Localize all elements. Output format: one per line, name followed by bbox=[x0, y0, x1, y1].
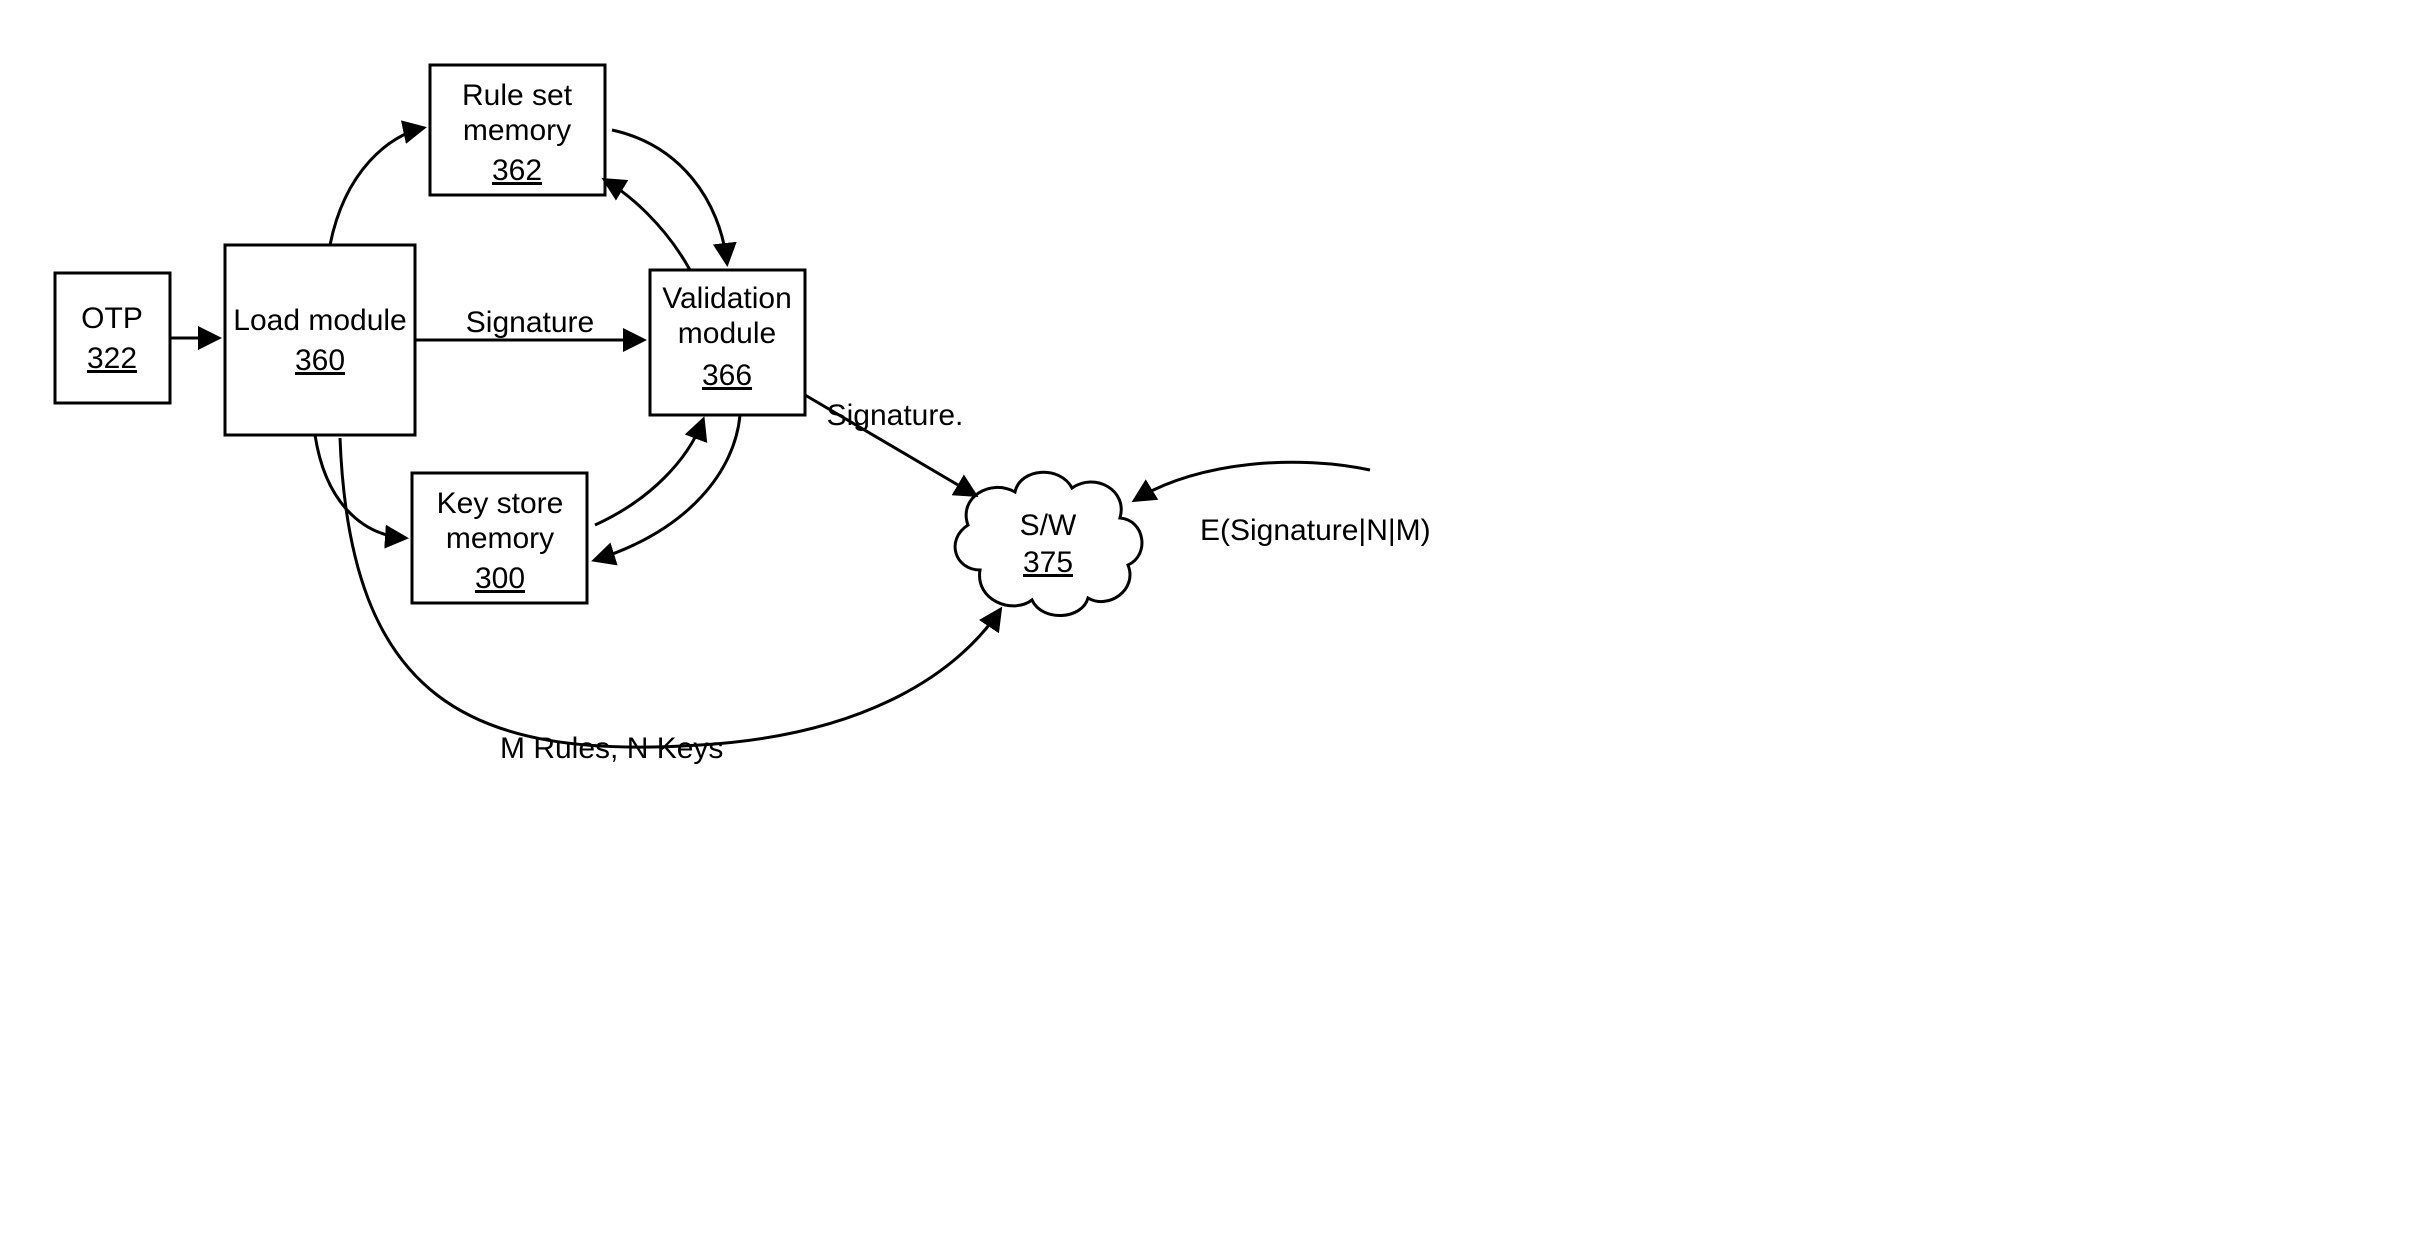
edge-external-sw-label: E(Signature|N|M) bbox=[1200, 514, 1431, 547]
edge-load-validation-label: Signature bbox=[466, 306, 594, 339]
edge-load-keystore bbox=[315, 435, 405, 538]
node-ruleset-ref: 362 bbox=[492, 154, 542, 187]
node-otp-label: OTP bbox=[81, 302, 143, 335]
node-validation-ref: 366 bbox=[702, 359, 752, 392]
node-sw-label: S/W bbox=[1020, 509, 1077, 542]
node-keystore-label-l2: memory bbox=[446, 522, 554, 555]
node-keystore: Key store memory 300 bbox=[412, 473, 587, 603]
node-otp: OTP 322 bbox=[55, 273, 170, 403]
node-load: Load module 360 bbox=[225, 245, 415, 435]
edge-load-sw-label: M Rules, N Keys bbox=[500, 732, 723, 765]
edge-load-ruleset bbox=[330, 128, 423, 245]
node-keystore-label-l1: Key store bbox=[437, 487, 564, 520]
node-ruleset-label-l2: memory bbox=[463, 114, 571, 147]
node-keystore-ref: 300 bbox=[475, 562, 525, 595]
edge-external-sw bbox=[1135, 462, 1370, 500]
node-sw-ref: 375 bbox=[1023, 546, 1073, 579]
node-load-ref: 360 bbox=[295, 344, 345, 377]
edge-validation-keystore bbox=[595, 415, 740, 560]
flowchart-diagram: OTP 322 Load module 360 Rule set memory … bbox=[0, 0, 1520, 780]
node-otp-ref: 322 bbox=[87, 342, 137, 375]
node-ruleset: Rule set memory 362 bbox=[430, 65, 605, 195]
node-validation-label-l2: module bbox=[678, 317, 776, 350]
node-ruleset-label-l1: Rule set bbox=[462, 79, 573, 112]
node-load-label: Load module bbox=[233, 304, 406, 337]
node-validation: Validation module 366 bbox=[650, 270, 805, 415]
edge-validation-sw-label: Signature. bbox=[827, 399, 964, 432]
node-sw: S/W 375 bbox=[955, 472, 1142, 615]
edge-validation-ruleset bbox=[605, 180, 690, 270]
node-validation-label-l1: Validation bbox=[662, 282, 792, 315]
